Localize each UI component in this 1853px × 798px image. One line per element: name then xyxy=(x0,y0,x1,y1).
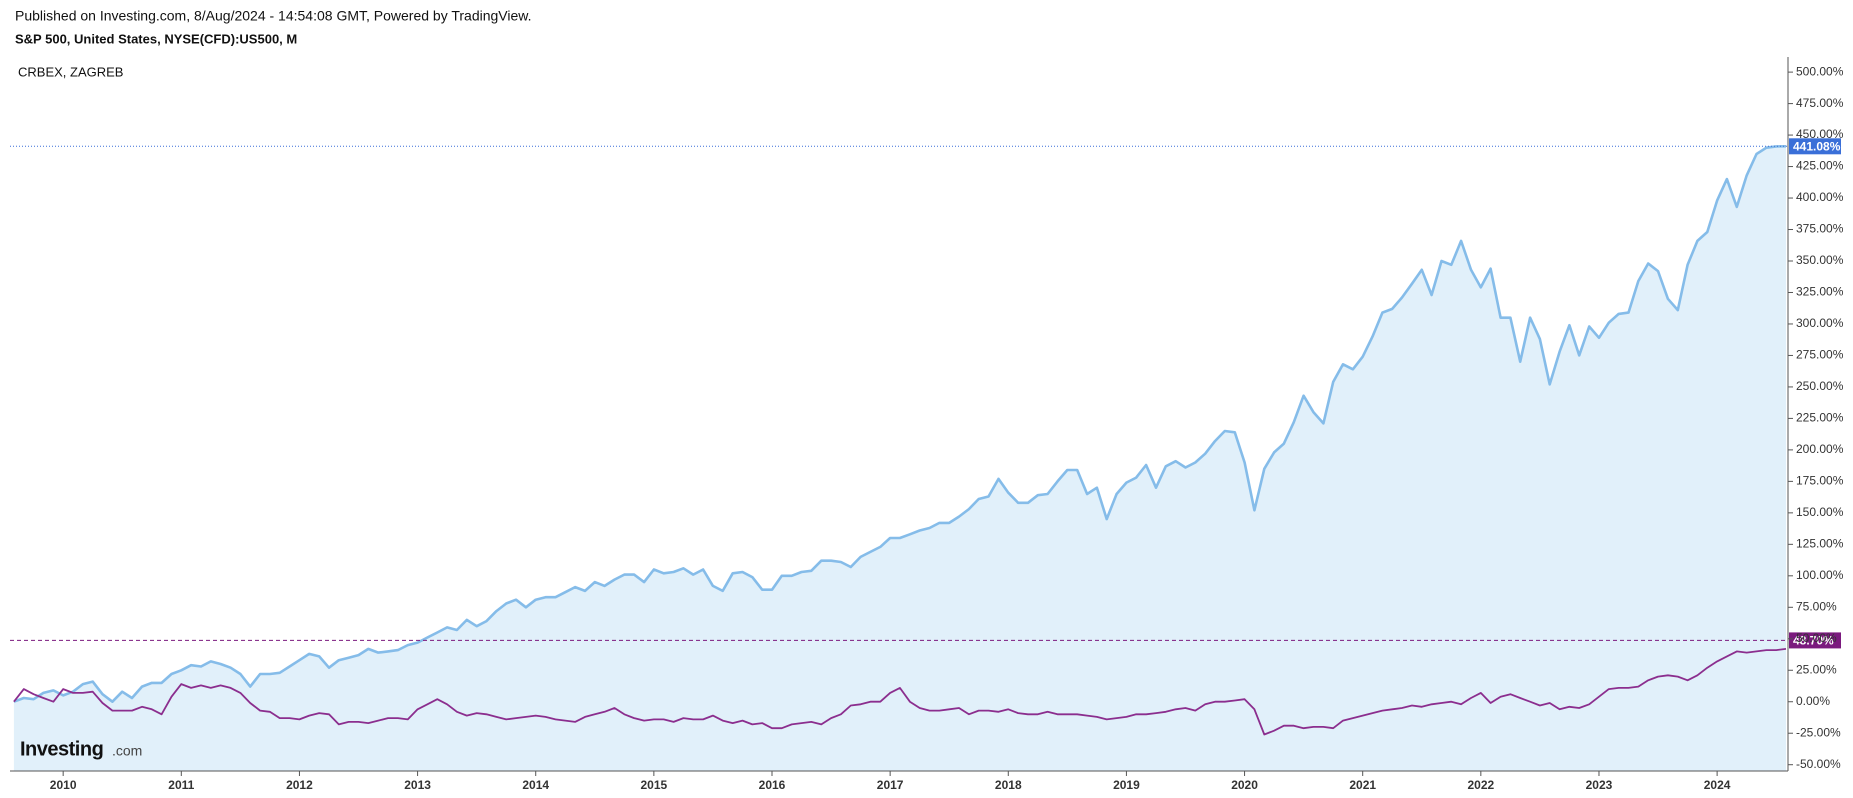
x-tick-label: 2019 xyxy=(1113,778,1140,792)
logo: Investing xyxy=(20,738,103,760)
y-tick-label: 425.00% xyxy=(1796,159,1844,173)
y-tick-label: 350.00% xyxy=(1796,253,1844,267)
y-tick-label: 150.00% xyxy=(1796,505,1844,519)
x-tick-label: 2013 xyxy=(404,778,431,792)
price-label-bg xyxy=(1789,138,1841,155)
y-tick-label: 325.00% xyxy=(1796,285,1844,299)
x-tick-label: 2014 xyxy=(522,778,549,792)
x-tick-label: 2023 xyxy=(1586,778,1613,792)
chart-title: S&P 500, United States, NYSE(CFD):US500,… xyxy=(15,31,297,46)
y-tick-label: 475.00% xyxy=(1796,96,1844,110)
x-tick-label: 2024 xyxy=(1704,778,1731,792)
y-tick-label: 275.00% xyxy=(1796,348,1844,362)
y-tick-label: 25.00% xyxy=(1796,662,1837,676)
y-tick-label: 400.00% xyxy=(1796,190,1844,204)
y-tick-label: 225.00% xyxy=(1796,411,1844,425)
annotation: CRBEX, ZAGREB xyxy=(18,64,123,79)
y-tick-label: 0.00% xyxy=(1796,694,1830,708)
x-tick-label: 2011 xyxy=(168,778,194,792)
x-tick-label: 2020 xyxy=(1231,778,1258,792)
price-label: 441.08% xyxy=(1793,139,1841,153)
area xyxy=(13,146,1786,772)
y-tick-label: 100.00% xyxy=(1796,568,1844,582)
price-label: 48.70% xyxy=(1793,634,1834,648)
y-tick-label: -25.00% xyxy=(1796,725,1841,739)
line xyxy=(13,145,1787,703)
x-tick-label: 2016 xyxy=(759,778,786,792)
logo-suffix: .com xyxy=(112,743,142,759)
plot-area xyxy=(10,145,1788,772)
x-tick-label: 2012 xyxy=(286,778,313,792)
x-tick-label: 2017 xyxy=(877,778,904,792)
x-tick-label: 2010 xyxy=(50,778,77,792)
y-tick-label: 250.00% xyxy=(1796,379,1844,393)
y-tick-label: 300.00% xyxy=(1796,316,1844,330)
x-tick-label: 2015 xyxy=(641,778,668,792)
x-tick-label: 2022 xyxy=(1467,778,1494,792)
y-tick-label: 375.00% xyxy=(1796,222,1844,236)
y-tick-label: 200.00% xyxy=(1796,442,1844,456)
x-tick-label: 2018 xyxy=(995,778,1022,792)
y-tick-label: 500.00% xyxy=(1796,64,1844,78)
line xyxy=(13,648,1787,736)
y-tick-label: 175.00% xyxy=(1796,474,1844,488)
y-tick-label: -50.00% xyxy=(1796,757,1841,771)
y-tick-label: 50.00% xyxy=(1796,631,1837,645)
published-note: Published on Investing.com, 8/Aug/2024 -… xyxy=(15,8,532,24)
price-label-bg xyxy=(1789,632,1841,649)
x-tick-label: 2021 xyxy=(1349,778,1376,792)
y-tick-label: 75.00% xyxy=(1796,599,1837,613)
y-tick-label: 125.00% xyxy=(1796,537,1844,551)
y-tick-label: 450.00% xyxy=(1796,127,1844,141)
